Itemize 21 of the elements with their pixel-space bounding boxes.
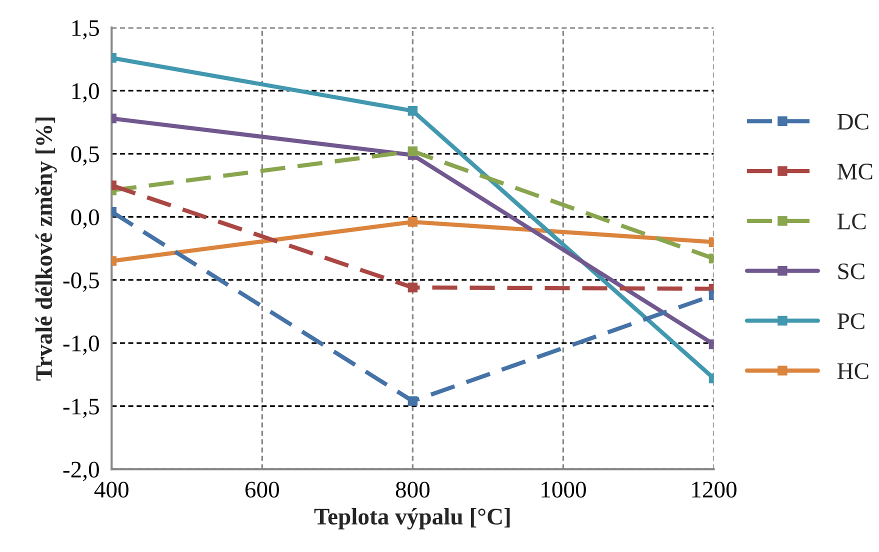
y-tick-label: -1,0 <box>63 336 99 355</box>
legend-label: SC <box>838 263 864 280</box>
x-tick-label: 800 <box>396 482 430 498</box>
legend-label: HC <box>837 363 868 380</box>
y-tick-label: 1,5 <box>72 20 99 40</box>
legend-label: DC <box>837 114 868 130</box>
x-tick-label: 400 <box>94 482 128 498</box>
y-tick-label: -2,0 <box>63 462 99 482</box>
y-tick-label: -0,5 <box>63 272 99 292</box>
x-axis-title: Teplota výpalu [°C] <box>314 508 510 530</box>
legend-label: PC <box>837 313 864 330</box>
legend-label: MC <box>837 164 872 180</box>
y-tick-label: -1,5 <box>63 398 99 418</box>
y-tick-label: 0,0 <box>71 209 99 229</box>
x-tick-label: 600 <box>245 482 279 498</box>
x-tick-label: 1200 <box>692 482 736 498</box>
x-tick-label: 1000 <box>542 482 586 498</box>
legend-label: LC <box>837 214 866 230</box>
y-tick-label: 0,5 <box>71 146 99 166</box>
y-tick-label: 1,0 <box>72 83 99 103</box>
y-axis-title: Trvalé délkové změny [%] <box>35 118 57 381</box>
